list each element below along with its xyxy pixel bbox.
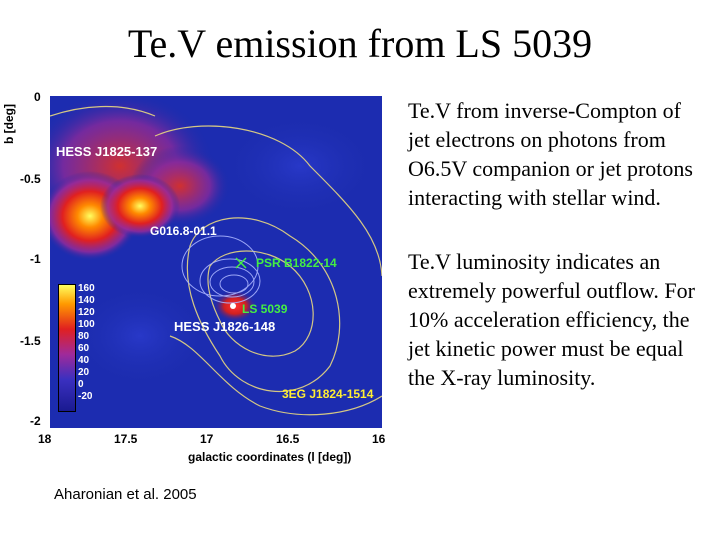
source-label-hess-j1826: HESS J1826-148 (174, 319, 276, 334)
source-label-psr: PSR B1822-14 (256, 256, 337, 270)
colorbar-tick-140: 140 (78, 295, 95, 306)
colorbar-tick-minus20: -20 (78, 391, 93, 402)
x-tick-4: 16 (372, 432, 386, 446)
bullet-item-2: Te.V luminosity indicates an extremely p… (408, 249, 695, 390)
colorbar-tick-120: 120 (78, 307, 95, 318)
sky-map-image (50, 96, 382, 428)
x-tick-2: 17 (200, 432, 214, 446)
source-label-3eg: 3EG J1824-1514 (282, 387, 374, 401)
y-tick-3: -1.5 (20, 334, 41, 348)
colorbar-tick-0: 0 (78, 379, 84, 390)
y-axis-label: b [deg] (2, 104, 16, 144)
source-label-ls5039: LS 5039 (242, 302, 288, 316)
colorbar-tick-80: 80 (78, 331, 90, 342)
colorbar-tick-60: 60 (78, 343, 90, 354)
colorbar-tick-20: 20 (78, 367, 90, 378)
source-label-hess-j1825: HESS J1825-137 (56, 144, 158, 159)
sky-map-figure: b [deg] 0 -0.5 -1 -1.5 -2 (0, 84, 398, 484)
y-tick-4: -2 (30, 414, 41, 428)
x-axis-label: galactic coordinates (l [deg]) (188, 450, 352, 464)
x-tick-0: 18 (38, 432, 52, 446)
bullet-list: Te.V from inverse-Compton of jet electro… (408, 96, 708, 427)
y-tick-1: -0.5 (20, 172, 41, 186)
bullet-item-1: Te.V from inverse-Compton of jet electro… (408, 98, 693, 210)
colorbar-tick-160: 160 (78, 283, 95, 294)
colorbar-tick-40: 40 (78, 355, 90, 366)
citation: Aharonian et al. 2005 (54, 486, 197, 503)
y-tick-2: -1 (30, 252, 41, 266)
colorbar (58, 284, 76, 412)
x-tick-3: 16.5 (276, 432, 300, 446)
colorbar-tick-100: 100 (78, 319, 95, 330)
y-tick-0: 0 (34, 90, 41, 104)
source-label-g016: G016.8-01.1 (150, 224, 217, 238)
x-tick-1: 17.5 (114, 432, 138, 446)
slide-title: Te.V emission from LS 5039 (127, 21, 593, 66)
sky-map: 160 140 120 100 80 60 40 20 0 -20 HESS J… (50, 96, 382, 428)
